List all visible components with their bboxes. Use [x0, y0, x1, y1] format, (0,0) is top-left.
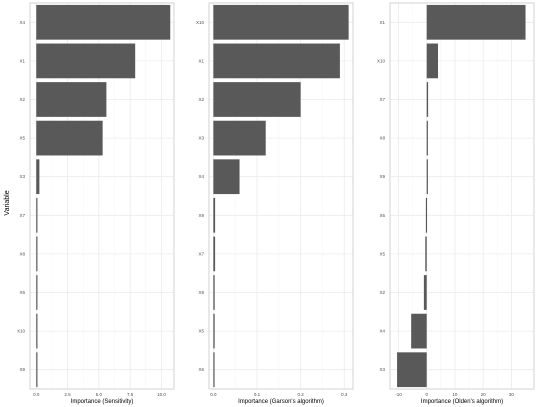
- x-tick-label: 10: [452, 392, 458, 397]
- bar-x6: [36, 275, 38, 310]
- bar-x6: [213, 352, 215, 388]
- bar-x9: [426, 159, 428, 195]
- bar-x8: [36, 236, 38, 272]
- y-tick-label: X7: [198, 251, 204, 256]
- x-tick-label: 0.1: [254, 392, 261, 397]
- y-tick-label: X6: [19, 290, 25, 295]
- y-tick-label: X9: [198, 213, 204, 218]
- bar-x10: [36, 313, 38, 349]
- x-tick-label: 0.0: [210, 392, 217, 397]
- y-tick-label: X9: [379, 174, 385, 179]
- bar-x1: [213, 43, 340, 79]
- bar-x9: [36, 352, 38, 388]
- y-tick-label: X10: [196, 20, 205, 25]
- bar-x4: [411, 313, 427, 349]
- bar-x7: [36, 197, 38, 233]
- x-tick-label: 5.0: [96, 392, 103, 397]
- x-axis-label: Importance (Sensitivity): [71, 399, 134, 405]
- y-tick-label: X1: [379, 20, 385, 25]
- bar-x6: [425, 197, 428, 233]
- x-tick-label: 7.5: [127, 392, 134, 397]
- y-tick-label: X7: [19, 213, 25, 218]
- bar-x3: [36, 159, 40, 195]
- bar-x3: [213, 120, 266, 156]
- panel-border: [389, 2, 535, 390]
- panel-border: [29, 2, 175, 390]
- x-axis-label: Importance (Olden's algorithm): [421, 399, 503, 405]
- y-tick-label: X10: [377, 58, 386, 63]
- y-tick-label: X6: [198, 367, 204, 372]
- bar-x3: [397, 352, 427, 388]
- bar-x7: [213, 236, 216, 272]
- y-tick-label: X2: [379, 290, 385, 295]
- y-tick-label: X3: [198, 136, 204, 141]
- y-tick-label: X2: [19, 97, 25, 102]
- y-tick-label: X4: [379, 329, 385, 334]
- bar-x2: [213, 82, 301, 117]
- olden-panel: X1 X10 X7 X8 X9 X6 X5 X2 X4 X3 -10 0 10 20 30 Importanc…: [377, 2, 535, 405]
- x-tick-label: -10: [395, 392, 402, 397]
- y-tick-label: X8: [19, 251, 25, 256]
- y-tick-label: X10: [17, 329, 26, 334]
- x-tick-label: 0.0: [33, 392, 40, 397]
- bar-x10: [426, 43, 438, 79]
- bar-x2: [423, 275, 427, 310]
- x-tick-label: 10.0: [157, 392, 166, 397]
- x-tick-label: 2.5: [64, 392, 71, 397]
- y-tick-label: X3: [379, 367, 385, 372]
- garson-panel: X10 X1 X2 X3 X4 X9 X7 X8 X5 X6 0.0 0.1 0.2 0.3 Importa…: [196, 2, 354, 405]
- y-tick-label: X7: [379, 97, 385, 102]
- bar-x7: [426, 82, 429, 117]
- x-tick-label: 0: [425, 392, 428, 397]
- y-tick-label: X5: [198, 329, 204, 334]
- bar-x10: [213, 4, 349, 40]
- bar-x1: [426, 4, 526, 40]
- bar-x4: [36, 4, 171, 40]
- x-tick-label: 0.3: [341, 392, 348, 397]
- bar-x8: [213, 275, 215, 310]
- y-tick-label: X3: [19, 174, 25, 179]
- bar-x2: [36, 82, 107, 117]
- y-tick-label: X4: [19, 20, 25, 25]
- y-tick-label: X1: [19, 58, 25, 63]
- y-tick-label: X6: [379, 213, 385, 218]
- y-tick-label: X1: [198, 58, 204, 63]
- bar-x5: [36, 120, 103, 156]
- bar-x1: [36, 43, 136, 79]
- y-tick-label: X2: [198, 97, 204, 102]
- bar-x4: [213, 159, 240, 195]
- y-tick-label: X8: [198, 290, 204, 295]
- x-tick-label: 0.2: [298, 392, 305, 397]
- bar-x8: [426, 120, 428, 156]
- bar-x5: [213, 313, 215, 349]
- bar-x9: [213, 197, 216, 233]
- y-tick-label: X5: [19, 136, 25, 141]
- x-tick-label: 30: [509, 392, 515, 397]
- y-axis-label: Variable: [4, 190, 11, 215]
- x-tick-label: 20: [481, 392, 487, 397]
- y-tick-label: X5: [379, 251, 385, 256]
- y-tick-label: X9: [19, 367, 25, 372]
- sensitivity-panel: X4 X1 X2 X5 X3 X7 X8 X6 X10 X9 0.0 2.5 5.0 7.5 10.0 Imp…: [17, 2, 175, 405]
- x-axis-label: Importance (Garson's algorithm): [238, 399, 324, 405]
- panel-border: [208, 2, 354, 390]
- bar-x5: [425, 236, 427, 272]
- y-tick-label: X8: [379, 136, 385, 141]
- y-tick-label: X4: [198, 174, 204, 179]
